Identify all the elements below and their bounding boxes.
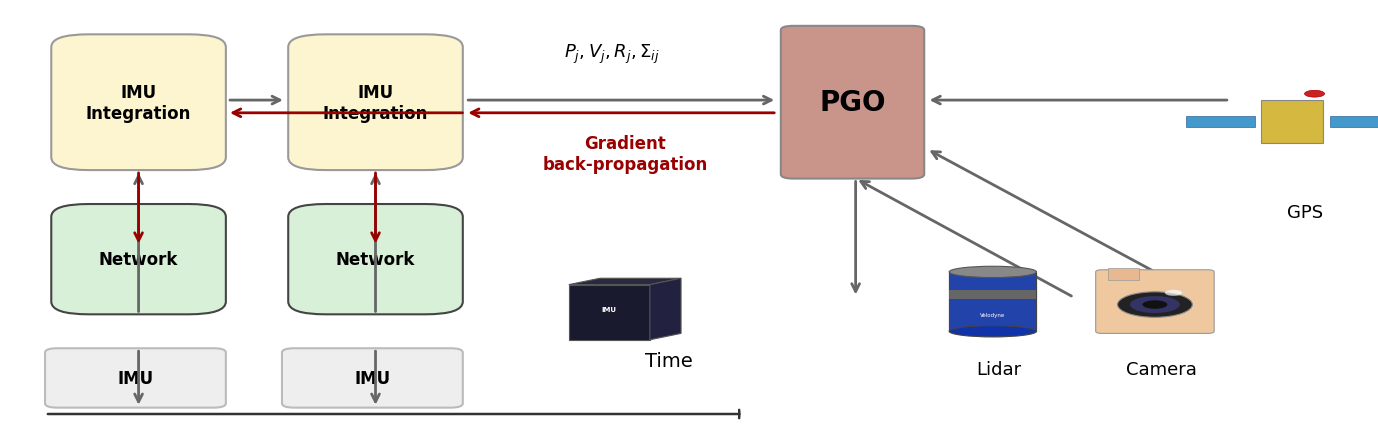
Text: IMU: IMU <box>354 369 390 387</box>
Text: IMU
Integration: IMU Integration <box>85 83 192 122</box>
Text: GPS: GPS <box>1287 204 1323 222</box>
Text: Gradient
back-propagation: Gradient back-propagation <box>543 134 707 173</box>
FancyBboxPatch shape <box>51 35 226 171</box>
Text: IMU: IMU <box>117 369 153 387</box>
FancyBboxPatch shape <box>1096 270 1214 334</box>
FancyBboxPatch shape <box>781 27 925 179</box>
Text: IMU
Integration: IMU Integration <box>322 83 429 122</box>
Text: $P_j, V_j, R_j, \Sigma_{ij}$: $P_j, V_j, R_j, \Sigma_{ij}$ <box>565 43 660 66</box>
FancyBboxPatch shape <box>51 204 226 314</box>
Text: IMU: IMU <box>602 307 617 313</box>
Text: Camera: Camera <box>1126 361 1196 379</box>
Polygon shape <box>650 279 681 340</box>
Text: Network: Network <box>99 250 178 268</box>
FancyBboxPatch shape <box>288 204 463 314</box>
Circle shape <box>1142 301 1167 309</box>
FancyBboxPatch shape <box>949 272 1036 331</box>
Ellipse shape <box>949 326 1036 337</box>
FancyBboxPatch shape <box>1108 268 1140 281</box>
Polygon shape <box>569 285 650 340</box>
Text: Lidar: Lidar <box>977 361 1021 379</box>
Circle shape <box>1118 292 1192 317</box>
Polygon shape <box>569 279 681 285</box>
Text: Velodyne: Velodyne <box>980 312 1006 317</box>
FancyBboxPatch shape <box>1261 101 1323 143</box>
Ellipse shape <box>949 267 1036 278</box>
Circle shape <box>1164 290 1182 296</box>
FancyBboxPatch shape <box>949 290 1036 299</box>
Text: Time: Time <box>645 351 693 371</box>
Text: PGO: PGO <box>820 89 886 117</box>
FancyBboxPatch shape <box>288 35 463 171</box>
FancyBboxPatch shape <box>282 348 463 408</box>
FancyBboxPatch shape <box>1186 117 1255 127</box>
FancyBboxPatch shape <box>1330 117 1378 127</box>
Circle shape <box>1305 91 1324 98</box>
Circle shape <box>1130 296 1180 313</box>
FancyBboxPatch shape <box>45 348 226 408</box>
Text: Network: Network <box>336 250 415 268</box>
